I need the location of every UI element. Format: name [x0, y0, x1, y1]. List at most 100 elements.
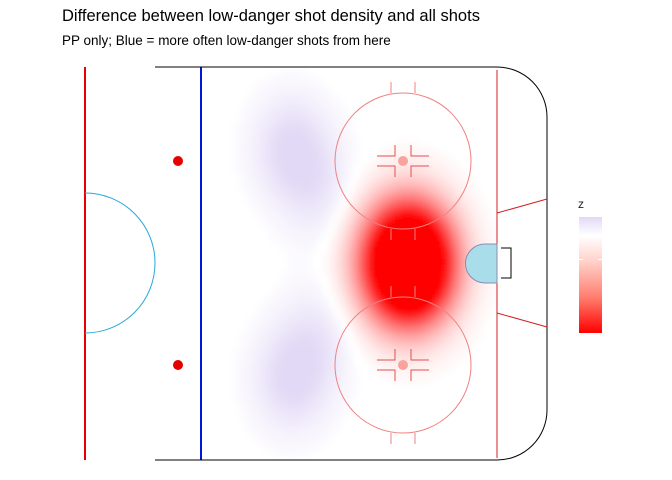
heat-cell: [455, 355, 462, 362]
heat-cell: [389, 277, 396, 284]
heat-cell: [317, 379, 324, 386]
heat-cell: [245, 181, 252, 188]
heat-cell: [353, 199, 360, 206]
heat-cell: [431, 331, 438, 338]
heat-cell: [263, 175, 270, 182]
heat-cell: [251, 367, 258, 374]
heat-cell: [395, 139, 402, 146]
heat-cell: [299, 139, 306, 146]
heat-cell: [407, 253, 414, 260]
heat-cell: [281, 451, 288, 458]
heat-cell: [311, 181, 318, 188]
heat-cell: [335, 415, 342, 422]
heat-cell: [461, 295, 468, 302]
heat-cell: [323, 373, 330, 380]
heat-cell: [305, 349, 312, 356]
heat-cell: [269, 439, 276, 446]
heat-cell: [305, 139, 312, 146]
heat-cell: [281, 145, 288, 152]
heat-cell: [281, 361, 288, 368]
heat-cell: [323, 337, 330, 344]
heat-cell: [347, 157, 354, 164]
heat-cell: [437, 199, 444, 206]
heat-cell: [437, 355, 444, 362]
heat-cell: [329, 187, 336, 194]
heat-cell: [407, 145, 414, 152]
heat-cell: [317, 127, 324, 134]
heat-cell: [335, 163, 342, 170]
heat-cell: [311, 115, 318, 122]
heat-cell: [377, 187, 384, 194]
heat-cell: [269, 433, 276, 440]
heat-cell: [257, 361, 264, 368]
heat-cell: [233, 169, 240, 176]
heat-cell: [269, 145, 276, 152]
heat-cell: [287, 127, 294, 134]
heat-cell: [329, 343, 336, 350]
heat-cell: [305, 103, 312, 110]
heat-cell: [479, 319, 486, 326]
heat-cell: [269, 337, 276, 344]
corner-line-top: [496, 198, 548, 214]
heat-cell: [257, 439, 264, 446]
heat-cell: [377, 223, 384, 230]
heat-cell: [407, 325, 414, 332]
heat-cell: [335, 361, 342, 368]
heat-cell: [419, 373, 426, 380]
heat-cell: [335, 235, 342, 242]
heat-cell: [419, 277, 426, 284]
heat-cell: [443, 163, 450, 170]
heat-cell: [323, 319, 330, 326]
heat-cell: [437, 271, 444, 278]
heat-cell: [263, 217, 270, 224]
heat-cell: [353, 145, 360, 152]
heat-cell: [353, 265, 360, 272]
heat-cell: [413, 289, 420, 296]
heat-cell: [479, 313, 486, 320]
heat-cell: [359, 211, 366, 218]
heat-cell: [455, 343, 462, 350]
heat-cell: [263, 319, 270, 326]
heat-cell: [419, 301, 426, 308]
heat-cell: [281, 409, 288, 416]
heat-cell: [353, 253, 360, 260]
heat-cell: [437, 229, 444, 236]
heat-cell: [335, 289, 342, 296]
heat-cell: [329, 163, 336, 170]
heat-cell: [377, 373, 384, 380]
heat-cell: [395, 145, 402, 152]
heat-cell: [401, 301, 408, 308]
heat-cell: [311, 295, 318, 302]
heat-cell: [473, 199, 480, 206]
heat-cell: [251, 151, 258, 158]
heat-cell: [449, 187, 456, 194]
heat-cell: [341, 259, 348, 266]
heat-cell: [431, 229, 438, 236]
heat-cell: [341, 343, 348, 350]
heat-cell: [359, 223, 366, 230]
heat-cell: [341, 277, 348, 284]
heat-cell: [431, 367, 438, 374]
heat-cell: [281, 385, 288, 392]
heat-cell: [347, 145, 354, 152]
heat-cell: [419, 217, 426, 224]
heat-cell: [263, 343, 270, 350]
heat-cell: [449, 361, 456, 368]
heat-cell: [347, 127, 354, 134]
heat-cell: [311, 139, 318, 146]
heat-cell: [287, 79, 294, 86]
heat-cell: [419, 289, 426, 296]
heat-cell: [299, 187, 306, 194]
heat-cell: [443, 223, 450, 230]
heat-cell: [407, 259, 414, 266]
heat-cell: [467, 295, 474, 302]
heat-cell: [347, 151, 354, 158]
heat-cell: [317, 175, 324, 182]
heat-cell: [335, 295, 342, 302]
heat-cell: [431, 175, 438, 182]
heat-cell: [293, 415, 300, 422]
heat-cell: [299, 301, 306, 308]
heat-cell: [281, 73, 288, 80]
heat-cell: [251, 337, 258, 344]
heat-cell: [293, 265, 300, 272]
